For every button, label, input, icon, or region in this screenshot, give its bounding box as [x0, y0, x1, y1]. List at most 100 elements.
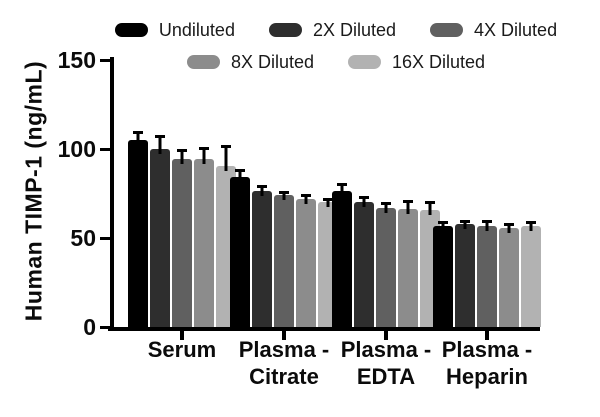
bar [194, 158, 214, 327]
category-label-line: EDTA [356, 364, 416, 389]
y-axis-title-box: Human TIMP-1 (ng/mL) [10, 55, 58, 327]
bar [252, 190, 272, 327]
bar [332, 190, 352, 327]
category-label-line: Citrate [249, 364, 319, 389]
error-bar-stem [224, 148, 228, 171]
bar [499, 228, 519, 327]
bar-cell [398, 60, 418, 327]
legend-swatch-16x-diluted [348, 55, 381, 69]
error-bar-cap [504, 223, 514, 227]
bar [128, 140, 148, 327]
bar-cell [499, 60, 519, 327]
bar [296, 198, 316, 327]
y-axis-title: Human TIMP-1 (ng/mL) [20, 60, 47, 322]
error-bar-stem [362, 198, 366, 207]
legend-row: Undiluted 2X Diluted 4X Diluted [110, 16, 562, 44]
x-tick [180, 331, 184, 340]
bar [433, 225, 453, 327]
legend-item: Undiluted [114, 19, 235, 41]
plot-area [114, 60, 541, 327]
error-bar-stem [406, 203, 410, 214]
error-bar-stem [158, 138, 162, 154]
bar-group [332, 60, 440, 327]
error-bar-cap [482, 219, 492, 223]
bar-cell [274, 60, 294, 327]
bar-cell [477, 60, 497, 327]
category-label-line: Heparin [446, 364, 528, 389]
bar-cell [128, 60, 148, 327]
error-bar-stem [260, 188, 264, 196]
y-axis [110, 57, 114, 331]
legend: Undiluted 2X Diluted 4X Diluted 8X Diluted 1… [110, 16, 562, 76]
error-bar-cap [235, 169, 245, 173]
legend-label: 4X Diluted [474, 19, 558, 40]
y-tick [100, 58, 110, 62]
error-bar-stem [304, 197, 308, 204]
bar-cell [230, 60, 250, 327]
category-label-line: Plasma - [441, 337, 533, 362]
bar [172, 158, 192, 327]
bar [521, 226, 541, 327]
error-bar-cap [359, 195, 369, 199]
legend-label: Undiluted [158, 19, 235, 40]
bar-group [433, 60, 541, 327]
error-bar-stem [507, 226, 511, 234]
legend-swatch-4x-diluted [430, 23, 464, 37]
error-bar-stem [340, 186, 344, 196]
bar-cell [194, 60, 214, 327]
category-label: Plasma - EDTA [316, 336, 456, 390]
bar-cell [296, 60, 316, 327]
error-bar-stem [180, 151, 184, 164]
bar [455, 223, 475, 327]
category-label: Plasma - Citrate [214, 336, 354, 390]
bar-group [128, 60, 236, 327]
category-label: Serum [112, 336, 252, 363]
error-bar-stem [136, 133, 140, 146]
bar [274, 195, 294, 327]
bar [150, 149, 170, 327]
legend-item: 2X Diluted [268, 20, 396, 41]
x-axis [108, 327, 540, 331]
error-bar-cap [460, 219, 470, 223]
bar-cell [354, 60, 374, 327]
bar [477, 225, 497, 327]
bar-cell [455, 60, 475, 327]
error-bar-stem [326, 200, 330, 208]
error-bar-cap [279, 190, 289, 194]
x-tick [485, 331, 489, 340]
legend-label: 8X Diluted [230, 51, 314, 72]
legend-swatch-undiluted [114, 23, 148, 37]
bar-cell [433, 60, 453, 327]
category-label-line: Plasma - [238, 337, 330, 362]
error-bar-cap [199, 146, 209, 150]
error-bar-stem [428, 204, 432, 215]
x-tick [282, 331, 286, 340]
error-bar-cap [403, 200, 413, 204]
y-tick-label: 0 [83, 314, 96, 340]
error-bar-cap [133, 130, 143, 134]
category-label-line: Serum [147, 337, 217, 362]
error-bar-stem [485, 222, 489, 231]
error-bar-stem [384, 205, 388, 213]
y-tick-label: 150 [57, 47, 96, 73]
error-bar-cap [381, 202, 391, 206]
legend-item: 8X Diluted [186, 51, 314, 73]
legend-swatch-8x-diluted [186, 55, 220, 69]
error-bar-cap [323, 197, 333, 201]
bar-cell [521, 60, 541, 327]
legend-row: 8X Diluted 16X Diluted [110, 48, 562, 76]
bar-cell [252, 60, 272, 327]
error-bar-stem [441, 223, 445, 231]
error-bar-cap [221, 145, 231, 149]
y-tick-label: 100 [57, 136, 96, 162]
y-tick [100, 325, 110, 329]
error-bar-cap [177, 148, 187, 152]
y-tick [100, 147, 110, 151]
bar-cell [150, 60, 170, 327]
legend-swatch-2x-diluted [268, 23, 302, 37]
error-bar-cap [257, 185, 267, 189]
error-bar-cap [155, 135, 165, 139]
error-bar-cap [425, 201, 435, 205]
error-bar-cap [337, 183, 347, 187]
